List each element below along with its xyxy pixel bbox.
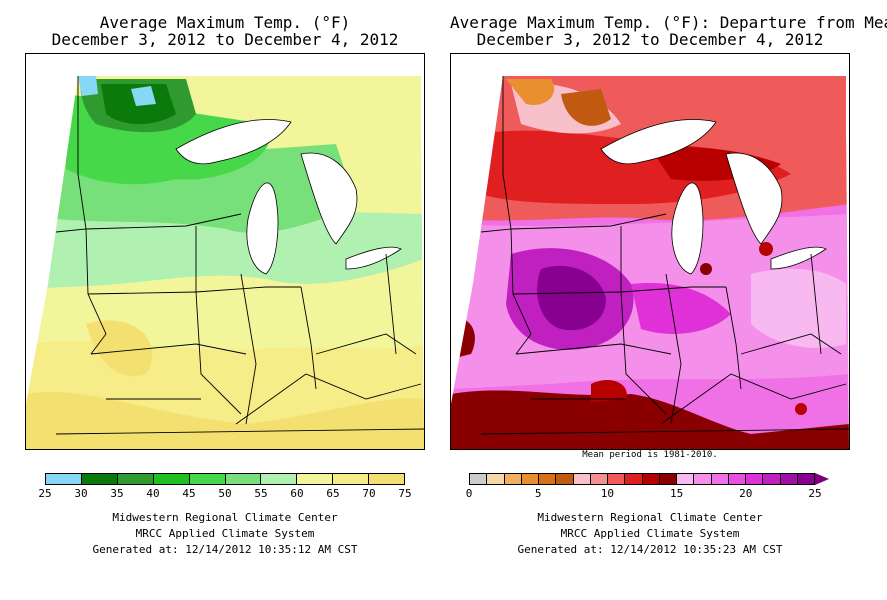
legend-tick-label: 20 xyxy=(739,487,753,500)
legend-tick-label: 40 xyxy=(146,487,160,500)
left-footer-line1: Midwestern Regional Climate Center xyxy=(112,511,338,524)
legend-tick-label: 10 xyxy=(600,487,615,500)
legend-swatch xyxy=(46,474,82,484)
right-footer: Midwestern Regional Climate Center MRCC … xyxy=(450,510,850,558)
legend-swatch xyxy=(504,474,522,484)
legend-swatch xyxy=(81,474,118,484)
legend-swatch xyxy=(539,474,557,484)
legend-swatch xyxy=(746,474,764,484)
legend-tick-label: 25 xyxy=(38,487,52,500)
legend-overflow-arrow-icon xyxy=(815,473,829,485)
right-title-line2: December 3, 2012 to December 4, 2012 xyxy=(476,30,824,49)
left-map xyxy=(25,53,425,450)
left-footer: Midwestern Regional Climate Center MRCC … xyxy=(25,510,425,558)
legend-tick-label: 60 xyxy=(290,487,304,500)
legend-swatch xyxy=(780,474,798,484)
legend-tick-label: 35 xyxy=(110,487,124,500)
legend-swatch xyxy=(225,474,262,484)
legend-swatch xyxy=(763,474,781,484)
left-footer-line3: Generated at: 12/14/2012 10:35:12 AM CST xyxy=(92,543,358,556)
mean-period-note: Mean period is 1981-2010. xyxy=(582,450,718,460)
legend-swatch xyxy=(625,474,643,484)
right-footer-line2: MRCC Applied Climate System xyxy=(560,527,740,540)
legend-swatch xyxy=(728,474,746,484)
left-footer-line2: MRCC Applied Climate System xyxy=(135,527,315,540)
left-title-line2: December 3, 2012 to December 4, 2012 xyxy=(51,30,399,49)
legend-tick-label: 75 xyxy=(398,487,412,500)
right-footer-line1: Midwestern Regional Climate Center xyxy=(537,511,763,524)
legend-swatch xyxy=(297,474,334,484)
legend-swatch xyxy=(153,474,190,484)
legend-tick-label: 65 xyxy=(326,487,340,500)
legend-tick-label: 5 xyxy=(534,487,542,500)
legend-swatch xyxy=(333,474,370,484)
legend-swatch xyxy=(117,474,154,484)
legend-swatch xyxy=(677,474,695,484)
legend-tick-label: 15 xyxy=(669,487,684,500)
legend-swatch xyxy=(261,474,298,484)
legend-swatch xyxy=(797,474,814,484)
legend-swatch xyxy=(608,474,626,484)
legend-tick-label: 50 xyxy=(218,487,232,500)
right-legend-bar xyxy=(469,473,815,485)
legend-swatch xyxy=(556,474,574,484)
legend-tick-label: 25 xyxy=(808,487,822,500)
legend-swatch xyxy=(659,474,677,484)
legend-tick-label: 70 xyxy=(362,487,376,500)
legend-tick-label: 45 xyxy=(182,487,196,500)
legend-swatch xyxy=(369,474,405,484)
legend-tick-label: 55 xyxy=(254,487,268,500)
legend-swatch xyxy=(470,474,488,484)
legend-swatch xyxy=(694,474,712,484)
legend-swatch xyxy=(711,474,729,484)
right-footer-line3: Generated at: 12/14/2012 10:35:23 AM CST xyxy=(517,543,783,556)
right-map xyxy=(450,53,850,450)
left-legend-bar xyxy=(45,473,405,485)
left-title-line1: Average Maximum Temp. (°F) xyxy=(99,13,351,32)
legend-swatch xyxy=(189,474,226,484)
right-title-line1: Average Maximum Temp. (°F): Departure fr… xyxy=(450,13,887,32)
legend-swatch xyxy=(642,474,660,484)
legend-swatch xyxy=(487,474,505,484)
right-title: Average Maximum Temp. (°F): Departure fr… xyxy=(450,13,887,49)
legend-swatch xyxy=(573,474,591,484)
legend-swatch xyxy=(590,474,608,484)
legend-swatch xyxy=(521,474,539,484)
left-title: Average Maximum Temp. (°F) December 3, 2… xyxy=(25,14,425,48)
legend-tick-label: 0 xyxy=(465,487,473,500)
legend-tick-label: 30 xyxy=(74,487,88,500)
